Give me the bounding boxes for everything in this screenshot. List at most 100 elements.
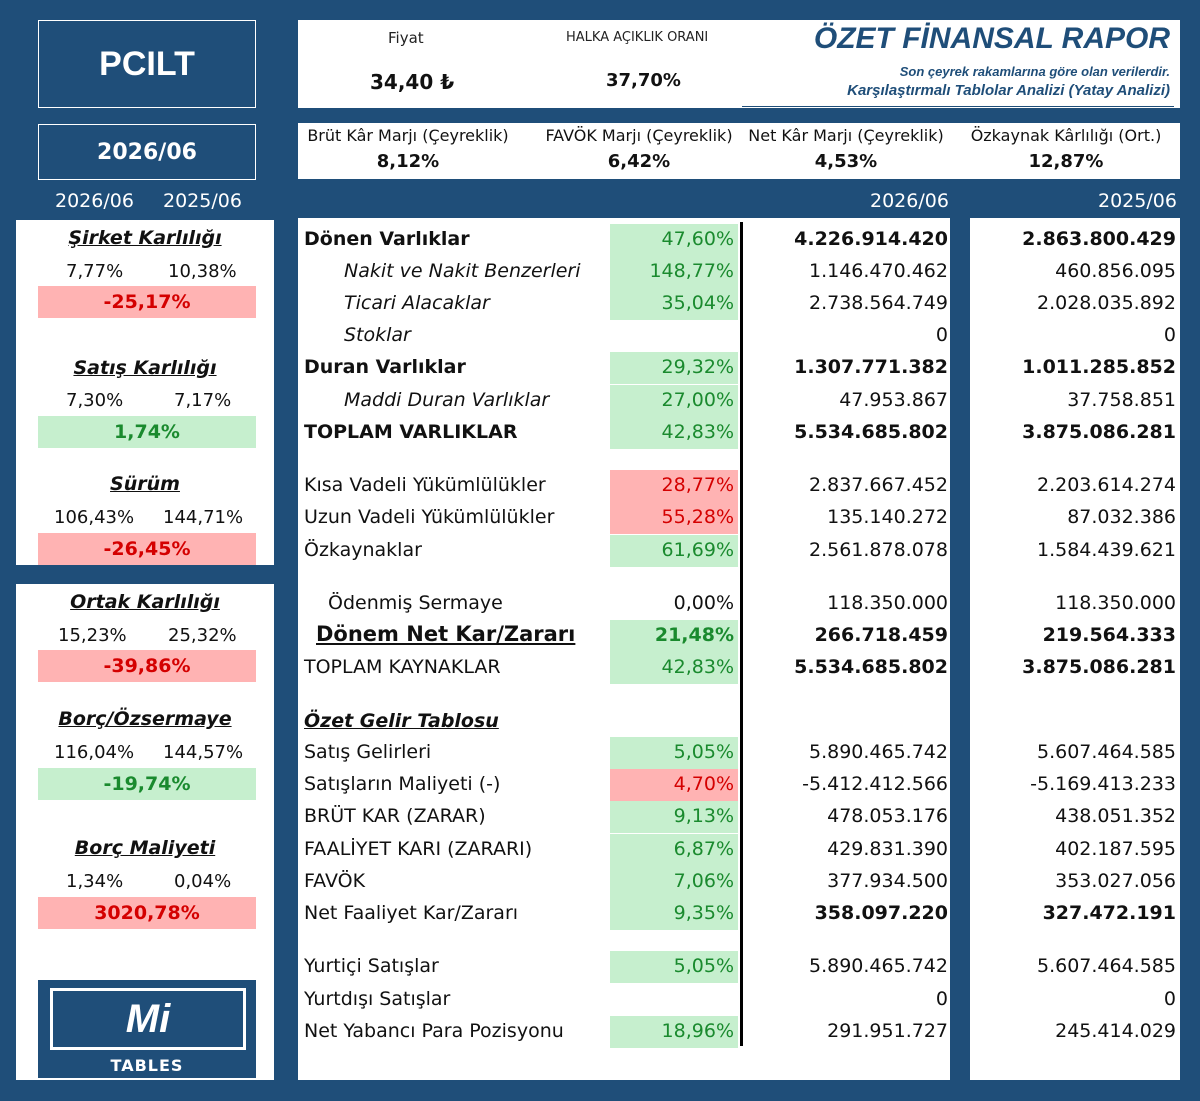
table-row: Satışların Maliyeti (-) 4,70% -5.412.412… [298,769,1180,801]
ratio-value-previous: 0,04% [174,871,232,892]
row-value-current: 429.831.390 [827,838,948,860]
row-label: Kısa Vadeli Yükümlülükler [304,474,546,496]
row-value-previous: -5.169.413.233 [1030,773,1176,795]
table-row: Nakit ve Nakit Benzerleri 148,77% 1.146.… [298,256,1180,288]
row-value-current: 118.350.000 [827,592,948,614]
table-row: Net Faaliyet Kar/Zararı 9,35% 358.097.22… [298,898,1180,930]
row-label: Uzun Vadeli Yükümlülükler [304,506,555,528]
row-value-previous: 438.051.352 [1055,805,1176,827]
row-label: Net Yabancı Para Pozisyonu [304,1020,564,1042]
row-label: Ticari Alacaklar [344,292,490,314]
row-label: TOPLAM KAYNAKLAR [304,656,501,678]
ratio-value-previous: 144,71% [163,507,244,528]
period-label: 2026/06 [38,124,256,180]
row-label: Duran Varlıklar [304,356,466,378]
row-value-current: 135.140.272 [827,506,948,528]
row-value-previous: 219.564.333 [1042,624,1176,646]
row-value-current: 1.146.470.462 [808,260,948,282]
ratio-value-current: 15,23% [58,625,127,646]
row-value-current: 2.837.667.452 [808,474,948,496]
row-change: 18,96% [610,1016,738,1048]
metric-label-ebitda-margin: FAVÖK Marjı (Çeyreklik) [545,126,733,145]
row-change: 5,05% [610,737,738,769]
table-row: TOPLAM VARLIKLAR 42,83% 5.534.685.802 3.… [298,417,1180,449]
row-label: FAVÖK [304,870,366,892]
left-header-previous: 2025/06 [163,190,242,212]
row-label: TOPLAM VARLIKLAR [304,421,518,443]
row-value-previous: 1.011.285.852 [1022,356,1176,378]
row-value-previous: 3.875.086.281 [1022,656,1176,678]
change-column-divider [740,222,743,1046]
ratio-change: -25,17% [38,286,256,318]
table-row: Kısa Vadeli Yükümlülükler 28,77% 2.837.6… [298,470,1180,502]
table-row: FAALİYET KARI (ZARARI) 6,87% 429.831.390… [298,834,1180,866]
table-row: Ödenmiş Sermaye 0,00% 118.350.000 118.35… [298,588,1180,620]
table-row: FAVÖK 7,06% 377.934.500 353.027.056 [298,866,1180,898]
col-header-current: 2026/06 [870,190,949,212]
row-change [610,984,738,1016]
row-change: 5,05% [610,951,738,983]
report-note: Son çeyrek rakamlarına göre olan veriler… [899,64,1170,79]
row-value-previous: 0 [1163,988,1176,1010]
ratio-change: -26,45% [38,533,256,565]
row-change: 4,70% [610,769,738,801]
row-value-current: 5.890.465.742 [808,955,948,977]
row-value-previous: 460.856.095 [1055,260,1176,282]
row-value-current: 47.953.867 [839,389,948,411]
left-header-current: 2026/06 [55,190,134,212]
row-change: 7,06% [610,866,738,898]
row-value-previous: 5.607.464.585 [1036,955,1176,977]
price-label: Fiyat [388,29,424,47]
row-value-current: 5.890.465.742 [808,741,948,763]
table-row: Yurtdışı Satışlar 0 0 [298,984,1180,1016]
ratio-title-turnover: Sürüm [110,473,180,495]
row-value-current: 1.307.771.382 [794,356,948,378]
metrics-panel: Brüt Kâr Marjı (Çeyreklik) 8,12% FAVÖK M… [298,123,1180,179]
row-value-current: 5.534.685.802 [794,421,948,443]
column-divider [950,218,970,1080]
row-label: Dönem Net Kar/Zararı [316,622,576,646]
row-label: Özkaynaklar [304,539,422,561]
metric-value-gross-margin: 8,12% [376,151,440,172]
ratio-title-company-profitability: Şirket Karlılığı [68,227,222,249]
row-change [610,320,738,352]
row-change: 42,83% [610,652,738,684]
row-change: 42,83% [610,417,738,449]
row-change: 61,69% [610,535,738,567]
row-change: 47,60% [610,224,738,256]
ratio-title-shareholder-profitability: Ortak Karlılığı [70,591,220,613]
metric-value-roe: 12,87% [1028,151,1104,172]
row-value-current: 358.097.220 [814,902,948,924]
metric-value-net-margin: 4,53% [814,151,878,172]
float-value: 37,70% [606,70,681,91]
row-label: Nakit ve Nakit Benzerleri [344,260,581,282]
ratio-change: 3020,78% [38,897,256,929]
metric-label-gross-margin: Brüt Kâr Marjı (Çeyreklik) [307,126,509,145]
row-label: FAALİYET KARI (ZARARI) [304,838,533,860]
metric-value-ebitda-margin: 6,42% [607,151,671,172]
row-value-previous: 353.027.056 [1055,870,1176,892]
row-change: 9,13% [610,801,738,833]
financial-table [298,218,1180,1080]
table-row: Satış Gelirleri 5,05% 5.890.465.742 5.60… [298,737,1180,769]
metric-label-roe: Özkaynak Kârlılığı (Ort.) [970,126,1162,145]
table-row: BRÜT KAR (ZARAR) 9,13% 478.053.176 438.0… [298,801,1180,833]
ratio-title-debt-cost: Borç Maliyeti [74,837,216,859]
row-change: 0,00% [673,592,734,614]
row-label: Ödenmiş Sermaye [328,592,503,614]
ticker-symbol: PCILT [38,20,256,108]
table-row: Özet Gelir Tablosu [298,706,1180,738]
row-change: 55,28% [610,502,738,534]
row-value-current: 478.053.176 [827,805,948,827]
table-row: Dönem Net Kar/Zararı 21,48% 266.718.459 … [298,620,1180,652]
title-underline [742,106,1174,107]
row-value-previous: 2.028.035.892 [1036,292,1176,314]
row-value-previous: 0 [1163,324,1176,346]
row-value-current: 291.951.727 [827,1020,948,1042]
ratio-card-profitability: Şirket Karlılığı 7,77% 10,38% -25,17% Sa… [16,220,274,565]
row-value-current: -5.412.412.566 [802,773,948,795]
price-panel: Fiyat 34,40 ₺ HALKA AÇIKLIK ORANI 37,70%… [298,20,1180,108]
row-value-previous: 87.032.386 [1067,506,1176,528]
row-change: 9,35% [610,898,738,930]
ratio-value-current: 7,30% [66,390,124,411]
